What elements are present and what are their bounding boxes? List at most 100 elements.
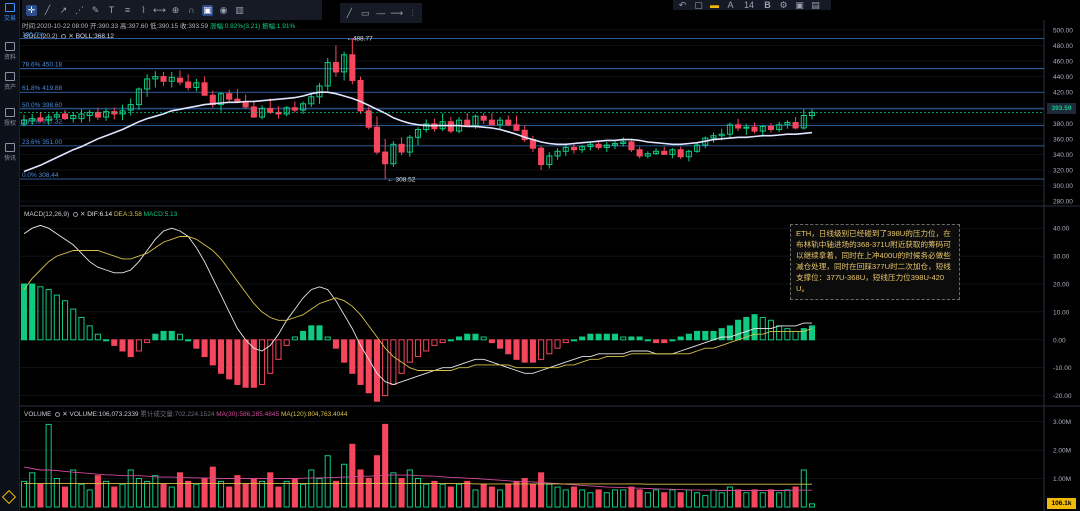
volume-bar bbox=[455, 483, 463, 508]
volume-bar bbox=[652, 489, 660, 508]
delete-icon[interactable]: ▤ bbox=[811, 0, 820, 10]
volume-bar bbox=[78, 483, 85, 508]
settings-icon[interactable] bbox=[55, 411, 61, 417]
lock-icon[interactable]: ▣ bbox=[795, 0, 804, 10]
macd-histogram-bar bbox=[628, 336, 635, 341]
settings-icon[interactable]: ⚙ bbox=[779, 0, 788, 10]
sidebar-item-2[interactable]: 资产 bbox=[0, 72, 20, 102]
sidebar-item-label: 快讯 bbox=[3, 156, 16, 162]
trash-icon[interactable]: ▥ bbox=[235, 4, 244, 15]
macd-histogram-bar bbox=[669, 339, 676, 342]
lock-icon[interactable]: ▣ bbox=[202, 4, 213, 16]
info-amplitude: 振幅:1.91% bbox=[261, 23, 296, 30]
macd-histogram-bar bbox=[316, 325, 323, 341]
volume-bar bbox=[497, 489, 504, 508]
boll-label[interactable]: BOLL(20,2) bbox=[24, 33, 58, 40]
candle-body bbox=[185, 81, 192, 88]
frame-icon[interactable]: ▢ bbox=[694, 0, 703, 10]
volume-value: VOLUME:106,073.2339 bbox=[69, 411, 139, 418]
sidebar-item-0[interactable]: 交易 bbox=[0, 3, 20, 33]
crosshair-icon[interactable]: ✛ bbox=[26, 4, 37, 16]
magnet-icon[interactable]: ∩ bbox=[188, 4, 195, 15]
macd-histogram-bar bbox=[521, 339, 528, 363]
font-size-select[interactable]: 14 bbox=[743, 0, 754, 10]
macd-histogram-bar bbox=[127, 339, 134, 358]
close-icon[interactable]: ✕ bbox=[62, 411, 68, 418]
wallet-icon bbox=[5, 72, 15, 81]
left-sidebar: 交易资料 资产授权快讯 bbox=[0, 0, 20, 511]
macd-histogram-bar bbox=[20, 283, 28, 341]
y-tick-label: 30.00 bbox=[1053, 254, 1070, 261]
volume-bar bbox=[275, 486, 282, 508]
volume-legend: VOLUME ✕ VOLUME:106,073.2339 累计成交量:702,2… bbox=[24, 408, 347, 418]
macd-histogram-bar bbox=[300, 330, 307, 341]
line-icon[interactable]: ╱ bbox=[44, 4, 51, 15]
candle-body bbox=[718, 133, 725, 137]
volume-label[interactable]: VOLUME bbox=[24, 411, 52, 418]
volume-bar bbox=[390, 472, 397, 508]
macd-label[interactable]: MACD(12,26,9) bbox=[24, 211, 70, 218]
candle-body bbox=[308, 96, 315, 105]
sidebar-item-3[interactable]: 授权 bbox=[0, 108, 20, 138]
volume-ma120: MA(120):804,763.4044 bbox=[280, 411, 348, 418]
settings-icon[interactable] bbox=[72, 211, 78, 217]
volume-bar bbox=[103, 480, 110, 508]
text-icon[interactable]: T bbox=[108, 4, 115, 15]
fib-level-label: 38.2% 377.32 bbox=[22, 118, 63, 125]
candle-body bbox=[505, 119, 512, 126]
undo-icon[interactable]: ↶ bbox=[678, 0, 687, 10]
volume-bar bbox=[29, 472, 36, 508]
annotation-box[interactable]: ETH，日线级别已经碰到了398U的压力位，在布林轨中轴进场的368-371U附… bbox=[790, 224, 960, 300]
sidebar-item-label: 交易 bbox=[3, 16, 16, 22]
candle-body bbox=[144, 78, 151, 90]
draw-line-icon[interactable]: ╱ bbox=[346, 7, 353, 18]
macd-histogram-bar bbox=[234, 339, 241, 385]
sidebar-item-4[interactable]: 快讯 bbox=[0, 143, 20, 173]
macd-histogram-bar bbox=[677, 336, 684, 341]
macd-histogram-bar bbox=[702, 330, 709, 341]
candle-body bbox=[324, 62, 331, 87]
fib-icon[interactable]: ≡ bbox=[124, 4, 131, 15]
rect-icon[interactable]: ▭ bbox=[360, 7, 370, 18]
volume-bar bbox=[726, 486, 733, 508]
volume-bar bbox=[521, 478, 528, 508]
candle-body bbox=[332, 62, 339, 73]
macd-histogram-bar bbox=[37, 286, 44, 341]
candle-body bbox=[283, 107, 290, 115]
color-icon[interactable]: ▬ bbox=[710, 0, 719, 10]
macd-histogram-bar bbox=[603, 333, 610, 341]
macd-histogram-bar bbox=[661, 339, 668, 344]
volume-bar bbox=[324, 455, 331, 508]
eye-icon[interactable]: ◉ bbox=[219, 4, 228, 15]
zoom-icon[interactable]: ⊕ bbox=[171, 4, 180, 15]
close-icon[interactable]: ✕ bbox=[68, 33, 74, 40]
bold-button[interactable]: B bbox=[764, 0, 771, 10]
candle-body bbox=[735, 124, 742, 129]
text-color-icon[interactable]: A bbox=[727, 0, 734, 10]
macd-histogram-bar bbox=[29, 283, 36, 341]
bars-icon[interactable]: ⫶ bbox=[411, 7, 414, 18]
arrow-line-icon[interactable]: ⟶ bbox=[390, 7, 404, 18]
volume-bar bbox=[669, 489, 676, 508]
volume-bar bbox=[398, 478, 405, 508]
trend-icon[interactable]: ⋰ bbox=[75, 4, 84, 15]
volume-bar bbox=[185, 480, 192, 508]
candle-body bbox=[800, 115, 807, 129]
volume-bar bbox=[267, 472, 274, 508]
sidebar-item-1[interactable]: 资料 bbox=[0, 42, 20, 72]
macd-histogram-bar bbox=[365, 339, 372, 394]
macd-histogram-bar bbox=[144, 339, 151, 344]
y-tick-label: 3.00M bbox=[1053, 419, 1071, 426]
ray-icon[interactable]: ↗ bbox=[59, 4, 68, 15]
pen-icon[interactable]: ✎ bbox=[91, 4, 100, 15]
volume-bar bbox=[784, 489, 791, 508]
y-tick-label: 0.00 bbox=[1053, 337, 1066, 344]
measure-icon[interactable]: ⟷ bbox=[153, 4, 166, 15]
horizontal-line-icon[interactable]: — bbox=[376, 7, 386, 18]
macd-histogram-bar bbox=[743, 316, 750, 341]
volume-bar bbox=[37, 483, 44, 508]
macd-histogram-bar bbox=[168, 330, 175, 341]
close-icon[interactable]: ✕ bbox=[79, 211, 86, 218]
brush-icon[interactable]: ⌇ bbox=[141, 4, 146, 15]
